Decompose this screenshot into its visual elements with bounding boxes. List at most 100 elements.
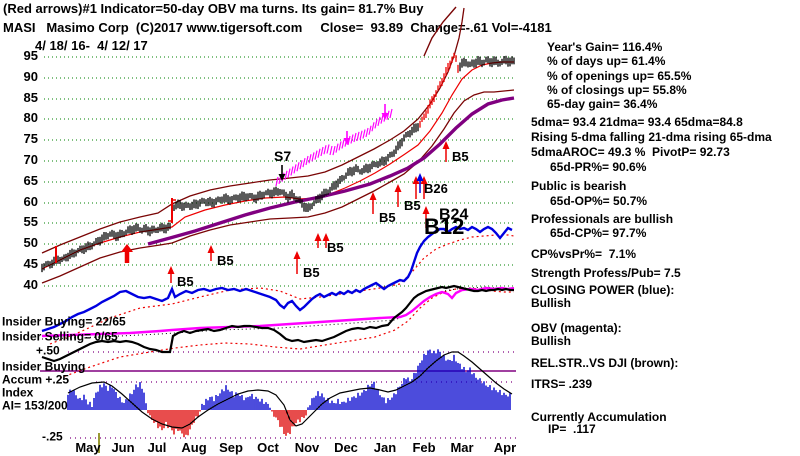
indicator-annotation: AI= 153/200 (2, 398, 68, 412)
price-axis-label: 50 (24, 235, 38, 250)
price-axis-label: 45 (24, 256, 38, 271)
indicator-annotation: Index (2, 385, 34, 399)
obv-hatch-mark (341, 139, 345, 149)
month-label: Aug (181, 440, 206, 455)
trend-curve (423, 6, 457, 57)
stat-line: Strength Profess/Pub= 7.5 (531, 266, 681, 280)
buy-signal-label: B5 (452, 149, 469, 164)
buy-arrow (420, 176, 428, 184)
buy-arrow (293, 251, 301, 259)
stat-line: CLOSING POWER (blue): (531, 283, 675, 297)
price-axis-label: 85 (24, 90, 38, 105)
stat-line: ITRS= .239 (531, 377, 593, 391)
ai-moving-average (67, 351, 513, 429)
month-label: Jul (148, 440, 167, 455)
buy-signal-label: B5 (327, 240, 344, 255)
buy-arrow (442, 141, 450, 149)
buy-arrow (412, 176, 420, 184)
stat-line: Public is bearish (531, 179, 627, 193)
ticker-title-line: MASI Masimo Corp (C)2017 www.tigersoft.c… (3, 20, 552, 35)
price-axis-label: 95 (24, 48, 38, 63)
month-label: May (75, 440, 101, 455)
stat-line: 65d-OP%= 50.7% (550, 194, 648, 208)
buy-signal-label: B5 (404, 198, 421, 213)
obv-hatch-mark (350, 134, 354, 144)
obv-hatch-mark (302, 157, 306, 168)
stat-line: IP= .117 (548, 422, 596, 436)
buy-arrow (322, 233, 330, 241)
obv-hatch-mark (308, 154, 312, 164)
stat-line: 5dma= 93.4 21dma= 93.4 65dma=84.8 (531, 115, 743, 129)
thick-buy-arrow (121, 244, 133, 252)
obv-hatch-mark (353, 132, 357, 143)
obv-hatch-mark (365, 127, 369, 138)
month-label: Sep (219, 440, 243, 455)
indicator-title: (Red arrows)#1 Indicator=50-day OBV ma t… (3, 1, 424, 16)
obv-hatch-mark (338, 141, 342, 151)
stat-line: % of closings up= 55.8% (547, 83, 687, 97)
indicator-annotation: Insider Selling= 0/65 (2, 329, 118, 343)
stat-line: Bullish (531, 296, 572, 310)
obv-hatch-mark (293, 164, 297, 174)
upper-band (41, 7, 465, 254)
lower-band (41, 89, 515, 284)
obv-down-arrow (381, 113, 389, 120)
stat-line: Year's Gain= 116.4% (547, 40, 663, 54)
price-axis-label: 60 (24, 194, 38, 209)
obv-hatch-mark (305, 155, 309, 166)
closing-power-line (41, 225, 513, 333)
month-label: Oct (257, 440, 279, 455)
stat-line: Professionals are bullish (531, 212, 674, 226)
buy-signal-label: B5 (217, 253, 234, 268)
buy-arrow (394, 184, 402, 192)
month-label: Jan (374, 440, 396, 455)
month-label: Nov (295, 440, 320, 455)
price-axis-label: 70 (24, 152, 38, 167)
month-label: Dec (334, 440, 358, 455)
stat-line: % of days up= 61.4% (547, 54, 666, 68)
obv-hatch-mark (329, 145, 333, 156)
obv-hatch-mark (359, 130, 363, 140)
price-axis-label: 90 (24, 69, 38, 84)
obv-down-arrow (343, 138, 351, 145)
obv-hatch-mark (317, 148, 321, 158)
stat-line: 65-day gain= 36.4% (547, 97, 658, 111)
stat-line: 65d-PR%= 90.6% (550, 160, 647, 174)
obv-hatch-mark (311, 152, 315, 162)
obv-hatch-mark (299, 160, 303, 170)
blue-buy-arrow (416, 173, 424, 181)
obv-hatch-mark (275, 176, 279, 187)
obv-hatch-mark (377, 116, 381, 126)
stat-line: Bullish (531, 334, 572, 348)
indicator-annotation: +.50 (36, 343, 60, 357)
obv-hatch-mark (386, 110, 390, 120)
obv-hatch-mark (320, 146, 324, 157)
date-range: 4/ 18/ 16- 4/ 12/ 17 (35, 38, 148, 53)
obv-hatch-mark (389, 108, 393, 119)
buy-signal-label: B5 (303, 265, 320, 280)
obv-line (41, 286, 515, 338)
stat-line: CP%vsPr%= 7.1% (531, 247, 637, 261)
buy-signal-label: B5 (177, 274, 194, 289)
buy-arrow (369, 192, 377, 200)
stat-line: OBV (magenta): (531, 321, 622, 335)
obv-hatch-mark (371, 122, 375, 132)
signal-label: B12 (424, 214, 464, 239)
obv-hatch-mark (368, 125, 372, 135)
month-label: Apr (494, 440, 516, 455)
obv-hatch-mark (362, 129, 366, 139)
sell-signal-label: S7 (274, 148, 291, 164)
indicator-annotation: Insider Buying= 22/65 (2, 314, 126, 328)
obv-hatch-mark (356, 131, 360, 142)
obv-hatch-mark (380, 114, 384, 124)
signal-label: B24 (439, 206, 468, 223)
stat-line: Currently Accumulation (531, 410, 667, 424)
indicator-annotation: Insider Buying (2, 359, 85, 373)
indicator-annotation: -.25 (42, 429, 63, 443)
obv-hatch-mark (335, 143, 339, 153)
obv-hatch-mark (284, 170, 288, 180)
stat-line: REL.STR..VS DJI (brown): (531, 356, 679, 370)
sell-down-arrow (278, 174, 286, 181)
